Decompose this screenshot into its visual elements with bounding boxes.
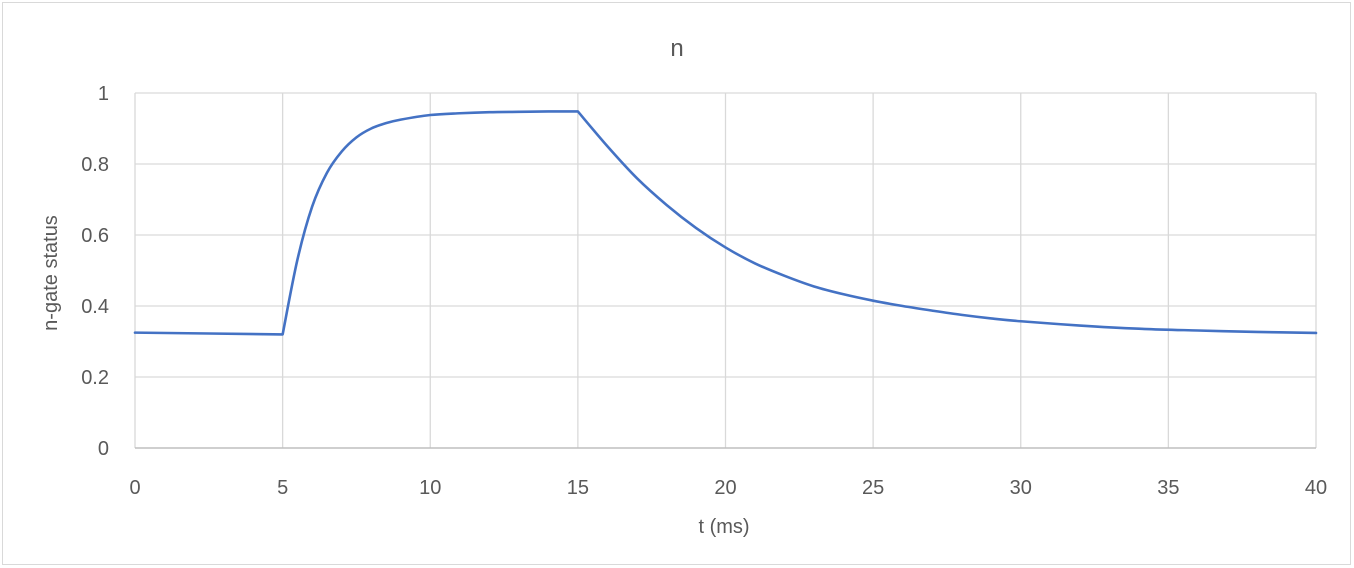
series-layer — [133, 110, 1318, 336]
y-axis-title: n-gate status — [40, 215, 62, 331]
x-tick-label: 5 — [277, 477, 288, 499]
y-tick-label: 0.2 — [81, 367, 109, 389]
x-tick-label: 25 — [862, 477, 884, 499]
y-tick-label: 0.4 — [81, 296, 109, 318]
x-tick-label: 30 — [1010, 477, 1032, 499]
x-tick-label: 15 — [567, 477, 589, 499]
y-tick-label: 0.6 — [81, 225, 109, 247]
gridlines — [134, 92, 1317, 448]
x-tick-label: 35 — [1157, 477, 1179, 499]
series-line — [133, 110, 1318, 336]
tick-labels: 00.20.40.60.810 5 10 15 20 25 30 35 40 — [81, 83, 1327, 499]
x-tick-label: 20 — [714, 477, 736, 499]
x-tick-label: 10 — [419, 477, 441, 499]
line-chart: 00.20.40.60.810 5 10 15 20 25 30 35 40 n t (ms) … — [40, 35, 1327, 538]
y-tick-label: 1 — [98, 83, 109, 105]
y-tick-label: 0.8 — [81, 154, 109, 176]
y-tick-label: 0 — [98, 438, 109, 460]
x-tick-label: 0 — [129, 477, 140, 499]
x-axis-title: t (ms) — [698, 516, 749, 538]
x-tick-label: 40 — [1305, 477, 1327, 499]
chart-title: n — [670, 35, 683, 62]
